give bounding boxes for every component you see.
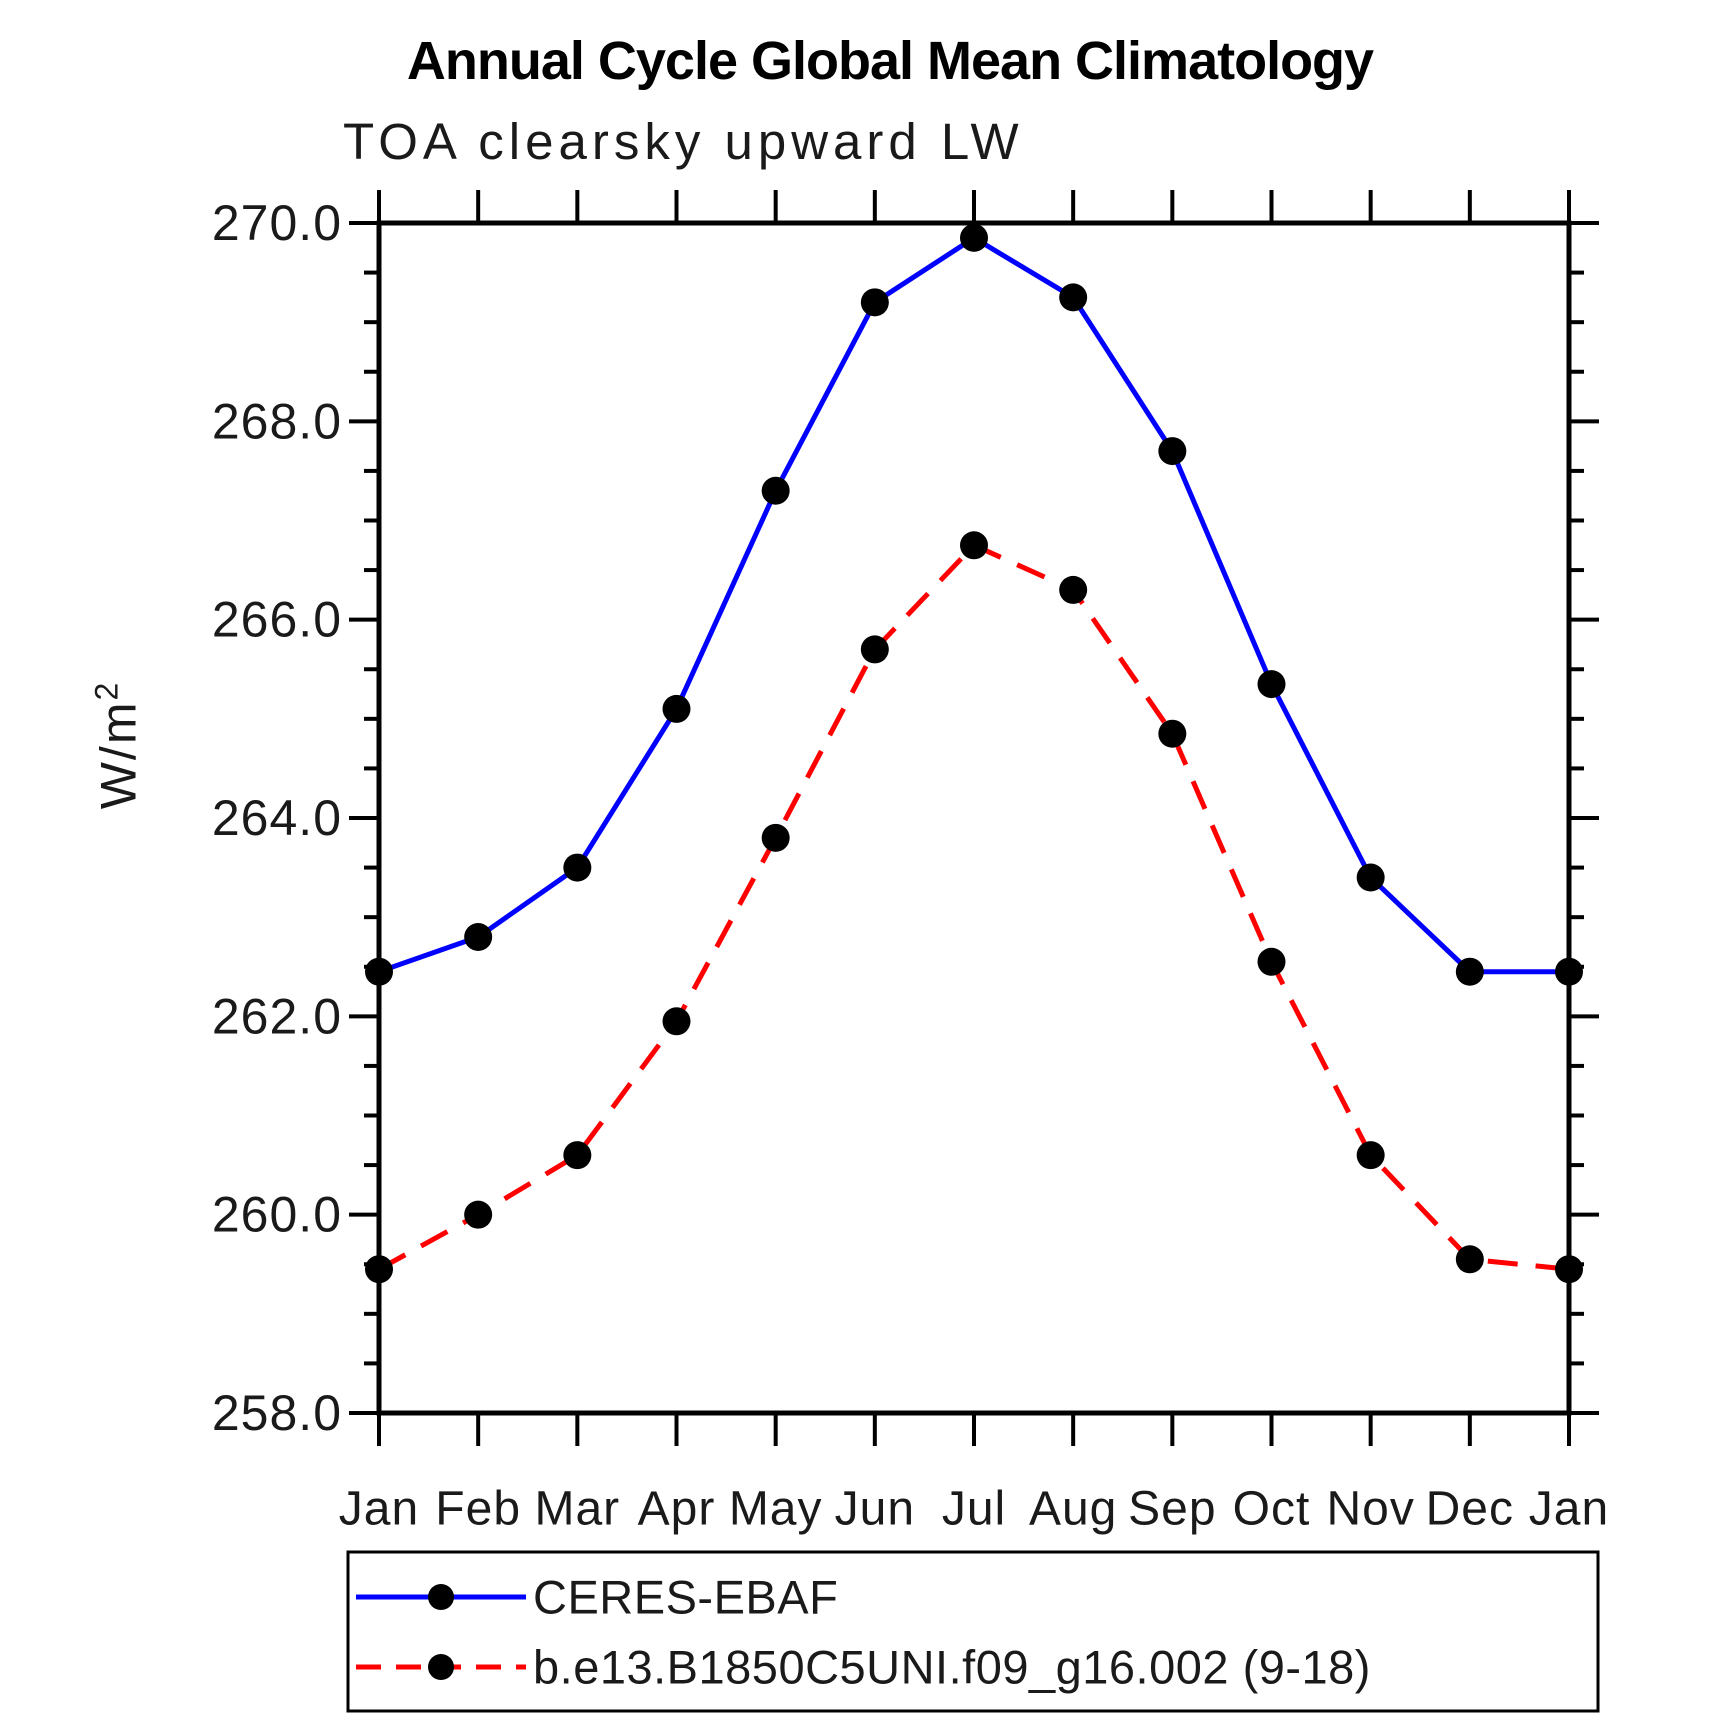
data-point-marker [1059,575,1088,604]
series-line-b-e13-b1850c5uni-f09-g16-002-9-18- [377,542,1570,1272]
chart-title: Annual Cycle Global Mean Climatology [406,31,1374,91]
data-point-marker [662,1007,691,1036]
data-point-marker [662,694,691,723]
data-point-marker [1158,437,1187,466]
data-point-marker [1356,1141,1385,1170]
data-point-marker [1158,719,1187,748]
y-tick-label: 270.0 [212,195,342,251]
legend-label: CERES-EBAF [533,1571,838,1624]
data-point-marker [860,635,889,664]
data-point-marker [365,1255,393,1284]
x-tick-label: Jan [1529,1483,1609,1536]
x-tick-label: Jan [339,1483,419,1536]
legend-box [346,1550,1600,1713]
data-point-marker [1555,1255,1583,1284]
data-point-marker [365,957,393,986]
data-point-marker [464,923,493,951]
x-tick-label: Sep [1128,1483,1216,1536]
legend-sample-marker [428,1584,454,1610]
data-point-marker [1555,957,1583,986]
x-tick-label: Apr [638,1483,716,1536]
data-point-marker [563,1141,592,1170]
data-point-marker [1356,863,1385,892]
data-point-marker [960,531,988,560]
chart-subtitle: TOA clearsky upward LW [343,113,1024,170]
x-tick-label: Nov [1326,1483,1414,1536]
data-point-marker [1257,947,1286,976]
x-tick-label: Mar [534,1483,620,1536]
data-point-marker [761,476,790,505]
y-tick-label: 264.0 [212,790,342,846]
x-tick-label: Oct [1233,1483,1311,1536]
y-tick-label: 266.0 [212,592,342,648]
x-tick-label: Jun [835,1483,915,1536]
y-tick-label: 262.0 [212,988,342,1044]
legend-sample-marker [428,1654,454,1680]
series-line-ceres-ebaf [378,234,1569,975]
x-tick-label: Jul [942,1483,1006,1536]
data-point-marker [464,1200,493,1229]
data-point-marker [563,853,592,882]
legend-label: b.e13.B1850C5UNI.f09_g16.002 (9-18) [533,1641,1371,1694]
data-point-marker [860,288,889,317]
plot-frame [376,220,1572,1416]
data-point-marker [1257,670,1286,699]
data-point-marker [1455,957,1484,986]
x-tick-label: Dec [1426,1483,1514,1536]
data-point-marker [1455,1245,1484,1274]
data-point-marker [1059,283,1088,312]
data-point-marker [761,823,790,852]
y-tick-label: 258.0 [212,1385,342,1441]
x-tick-label: May [729,1483,823,1536]
data-point-marker [960,223,988,252]
x-tick-label: Aug [1029,1483,1117,1536]
y-tick-label: 260.0 [212,1187,342,1243]
y-tick-label: 268.0 [212,393,342,449]
x-tick-label: Feb [435,1483,521,1536]
